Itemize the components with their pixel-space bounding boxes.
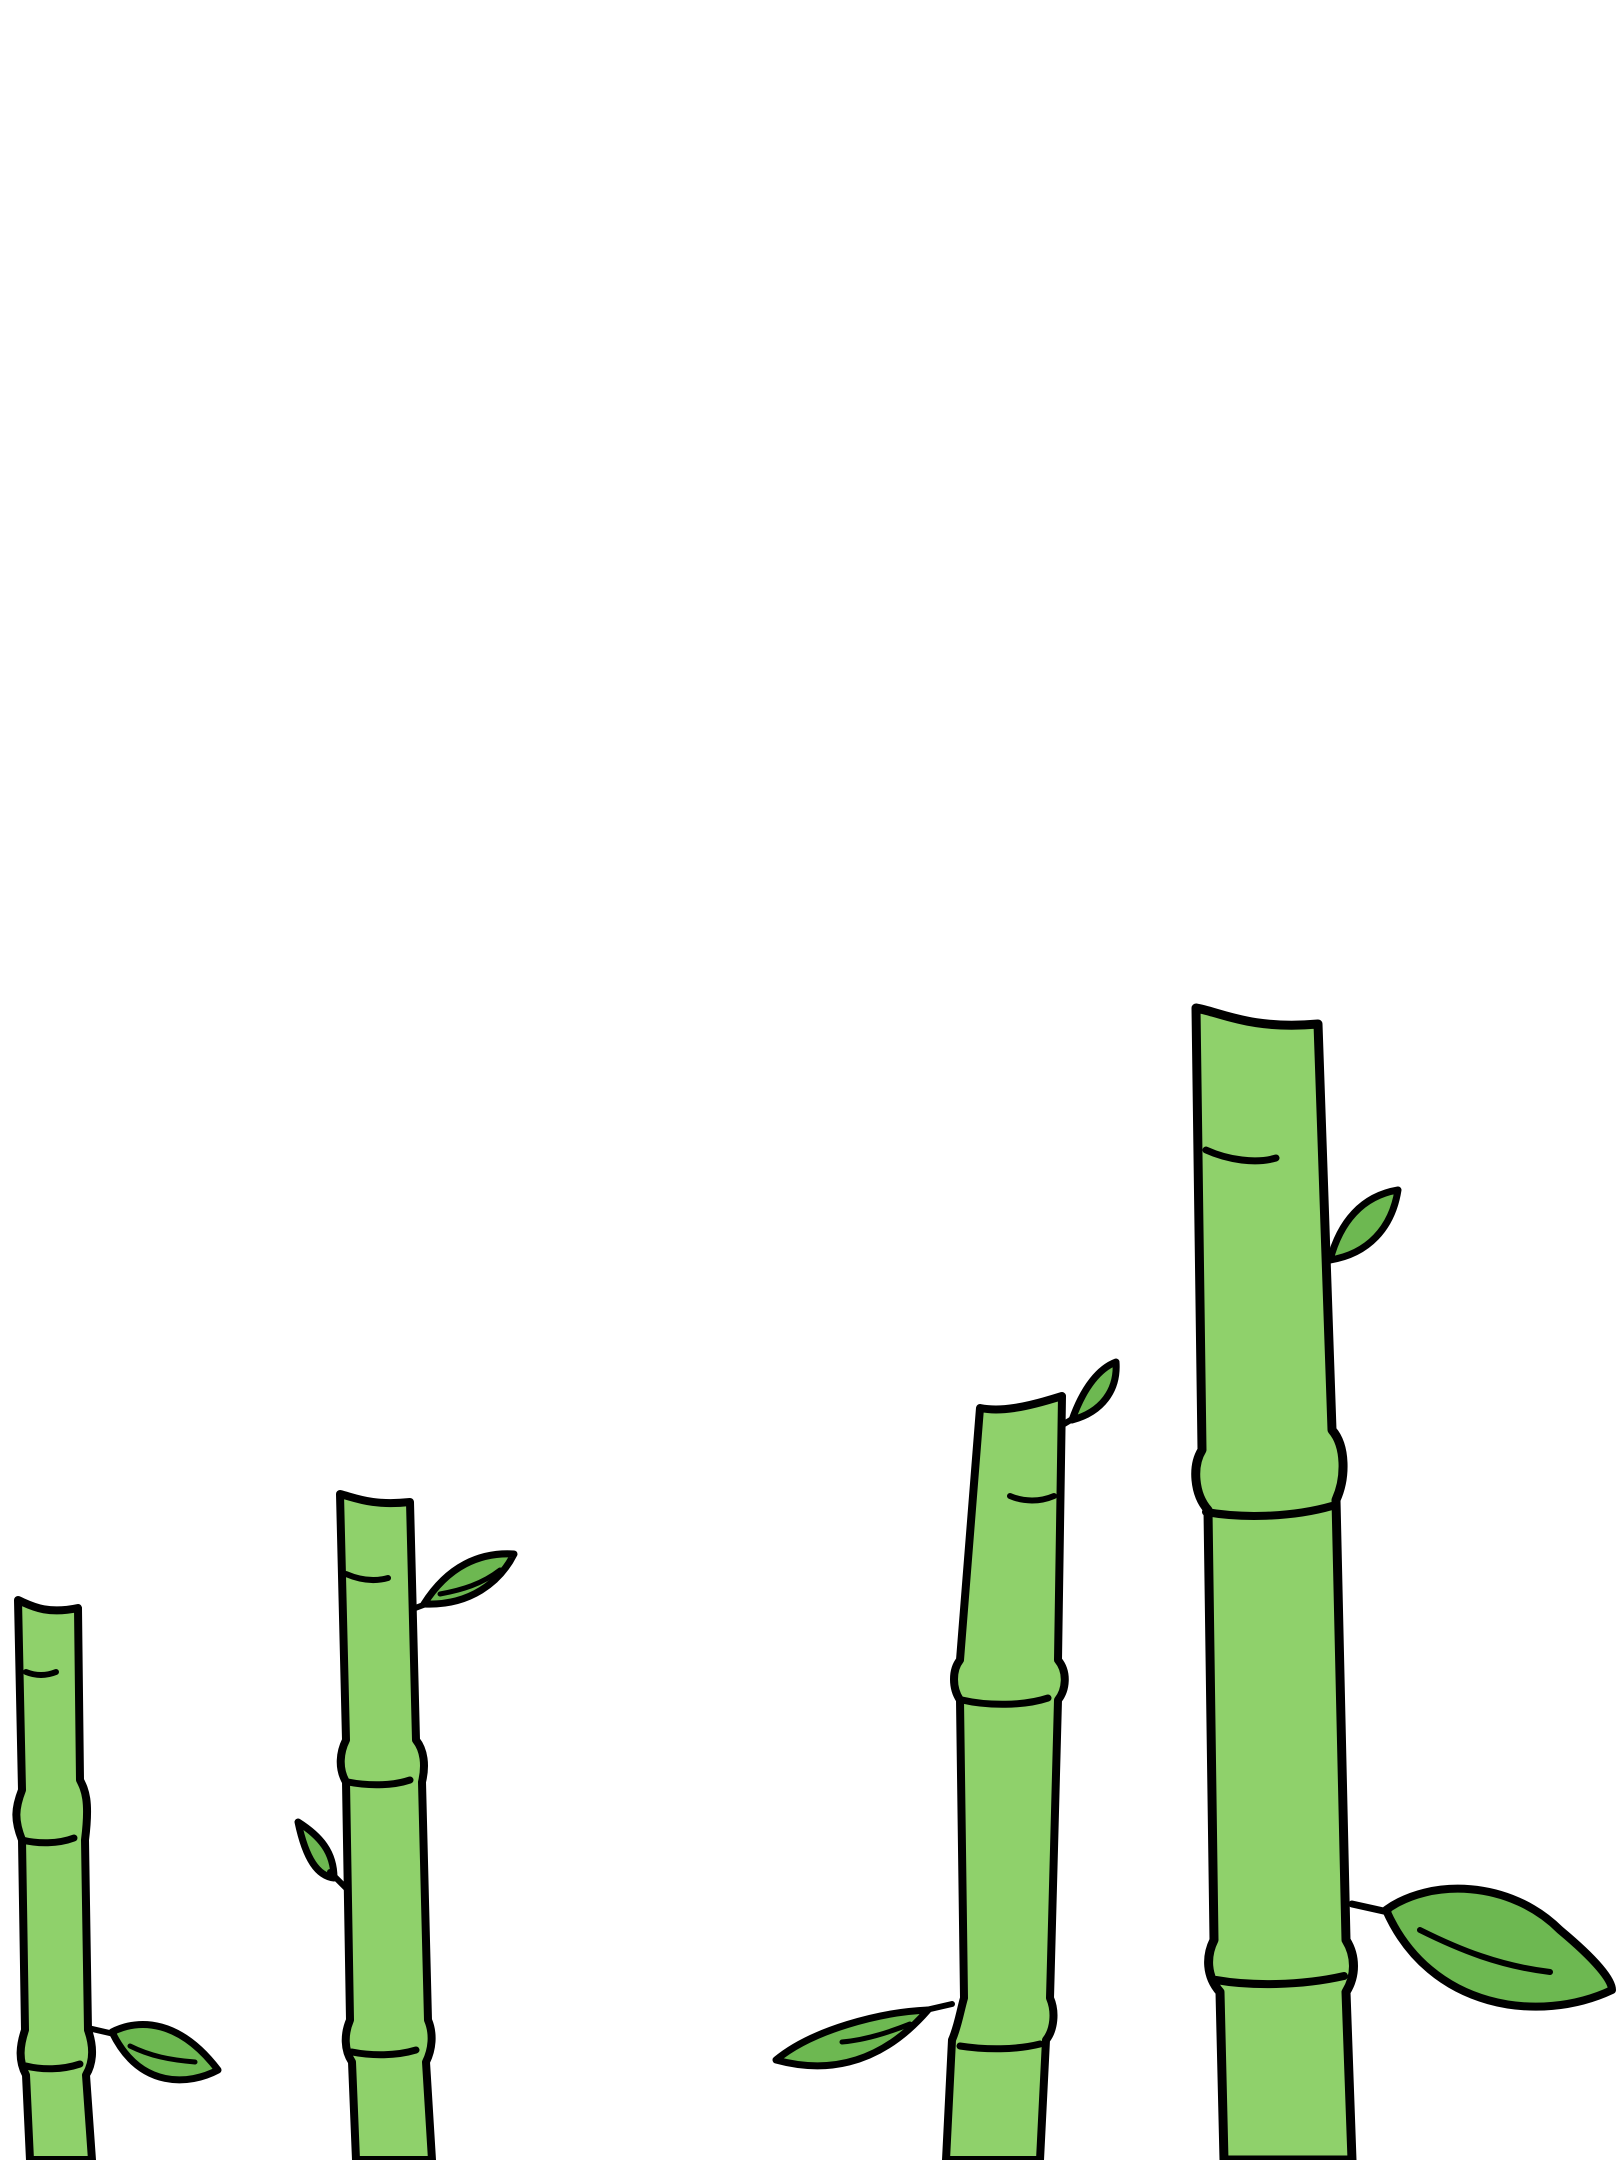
stalk-2-node-2: [348, 2046, 420, 2059]
bamboo-stalk-2: [294, 1490, 518, 2160]
leaf-stalk-1-a-vein: [127, 2043, 198, 2065]
bamboo-stalk-3: [772, 1358, 1120, 2160]
stalk-1-node-1: [18, 1834, 78, 1847]
leaf-stalk-4-a: [1326, 1186, 1402, 1264]
stalk-2-top-notch: [343, 1571, 391, 1584]
leaf-stalk-4-b-stem: [1348, 1900, 1392, 1916]
stalk-3-node-1: [958, 1694, 1052, 1708]
stalk-4-body: [1191, 1003, 1358, 2160]
stalk-2-node-1: [344, 1776, 414, 1789]
leaf-stalk-4-b: [1382, 1884, 1616, 2011]
leaf-stalk-3-a: [1068, 1358, 1120, 1424]
bamboo-stalk-4: [1191, 1003, 1616, 2160]
stalk-1-body: [12, 1596, 97, 2160]
leaf-stalk-3-b: [772, 2006, 932, 2070]
stalk-3-node-2: [956, 2040, 1044, 2053]
stalk-4-node-1: [1202, 1502, 1336, 1520]
stalk-1-node-2: [22, 2060, 84, 2073]
stalk-4-node-2: [1212, 1972, 1348, 1989]
stalk-1-top-notch: [23, 1669, 59, 1678]
leaf-stalk-1-a-stem: [85, 2025, 117, 2037]
leaf-stalk-4-b-vein: [1417, 1927, 1553, 1975]
leaf-stalk-1-a: [108, 2021, 222, 2084]
leaf-stalk-3-b-stem: [923, 2001, 955, 2013]
stalk-3-top-notch: [1007, 1493, 1057, 1504]
stalk-4-top-notch: [1202, 1146, 1280, 1165]
leaf-stalk-3-a-stem: [1061, 1415, 1077, 1427]
bamboo-stalk-1: [12, 1596, 222, 2160]
leaf-stalk-3-b-vein: [839, 2021, 913, 2045]
leaf-stalk-2-b-stem: [327, 1869, 349, 1891]
leaf-stalk-2-a-vein: [437, 1567, 503, 1597]
